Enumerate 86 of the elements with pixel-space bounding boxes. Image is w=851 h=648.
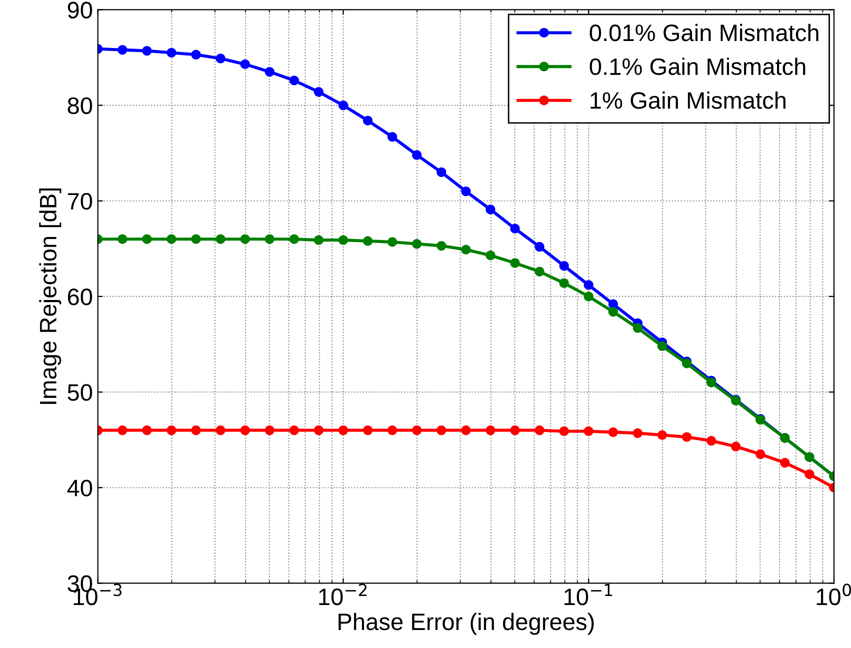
point	[142, 46, 152, 56]
point	[436, 425, 446, 436]
point	[289, 234, 300, 244]
point	[559, 426, 569, 436]
point	[436, 240, 446, 251]
point	[534, 425, 544, 436]
point	[510, 258, 520, 268]
point	[191, 50, 201, 60]
y-tick-label: 40	[67, 480, 92, 496]
point	[608, 427, 618, 438]
x-tick-label: 10$^{−1}$	[564, 584, 612, 606]
point	[118, 425, 128, 436]
y-tick-label: 80	[68, 97, 92, 114]
point	[510, 224, 520, 234]
point	[142, 425, 152, 436]
point	[264, 425, 274, 436]
point	[314, 87, 324, 97]
point	[584, 280, 594, 290]
point	[362, 425, 373, 436]
point	[461, 186, 471, 196]
point	[608, 306, 618, 317]
x-axis-title: Phase Error (in degrees)	[338, 612, 594, 635]
point	[216, 54, 226, 64]
point	[657, 341, 668, 352]
point	[338, 235, 348, 245]
point	[632, 323, 643, 333]
point	[191, 425, 201, 436]
legend-label: 0.01% Gain Mismatch	[590, 24, 818, 42]
point	[264, 234, 274, 244]
point	[166, 425, 176, 436]
y-tick-label: 70	[68, 192, 92, 210]
point	[240, 425, 250, 436]
point	[338, 425, 348, 436]
point	[706, 436, 716, 446]
point	[486, 204, 496, 214]
point	[314, 235, 324, 245]
point	[657, 430, 668, 440]
point	[632, 428, 643, 438]
point	[682, 432, 692, 442]
point	[166, 48, 176, 58]
point	[584, 292, 594, 302]
point	[804, 469, 814, 480]
point	[387, 237, 398, 247]
point	[289, 76, 300, 86]
point	[559, 278, 569, 288]
point	[240, 59, 250, 70]
point	[118, 45, 128, 55]
point	[412, 425, 422, 436]
point	[191, 234, 201, 244]
point	[534, 266, 544, 276]
point	[486, 250, 496, 260]
point	[289, 425, 300, 436]
point	[780, 458, 790, 468]
point	[436, 167, 446, 178]
point	[264, 66, 274, 77]
point	[534, 242, 544, 252]
point	[338, 100, 348, 110]
point	[412, 239, 422, 249]
point	[510, 425, 520, 436]
point	[730, 442, 741, 452]
point	[387, 425, 398, 436]
point	[412, 150, 422, 160]
point	[362, 116, 373, 126]
point	[314, 425, 324, 436]
point	[461, 425, 471, 436]
y-tick-label: 60	[68, 288, 92, 306]
legend-label: 0.1% Gain Mismatch	[590, 58, 806, 76]
point	[216, 425, 226, 436]
x-tick-label: 10$^{0}$	[816, 584, 851, 606]
y-axis-title: Image Rejection [dB]	[39, 188, 62, 404]
point	[461, 244, 471, 254]
point	[118, 234, 128, 244]
point	[240, 234, 250, 244]
point	[584, 426, 594, 436]
legend-label: 1% Gain Mismatch	[590, 92, 786, 109]
point	[486, 425, 496, 436]
point	[559, 261, 569, 271]
point	[387, 132, 398, 142]
y-tick-label: 90	[68, 2, 92, 19]
point	[362, 236, 373, 246]
x-tick-label: 10$^{−2}$	[319, 584, 367, 606]
point	[166, 234, 176, 244]
point	[216, 234, 226, 244]
point	[756, 449, 766, 460]
y-tick-label: 50	[68, 384, 92, 401]
point	[142, 234, 152, 244]
